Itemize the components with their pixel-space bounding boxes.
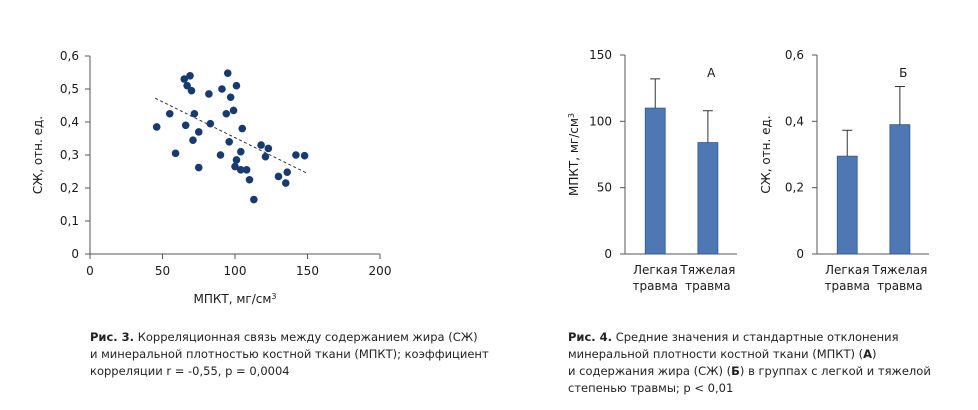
scatter-point — [232, 81, 241, 90]
bar-a-category-label: Легкая — [633, 263, 678, 277]
scatter-point — [264, 144, 273, 153]
scatter-x-tick-label: 0 — [86, 264, 94, 278]
fig4-label: Рис. 4. — [568, 330, 613, 344]
bar-a-y-tick-label: 50 — [597, 181, 612, 195]
scatter-point — [194, 128, 203, 136]
scatter-y-axis-label: СЖ, отн. ед. — [31, 116, 45, 194]
scatter-point — [257, 141, 265, 149]
scatter-y-tick-label: 0,1 — [60, 214, 79, 228]
bar-a-category-label: Тяжелая — [679, 263, 735, 277]
bar-b-category-label: Тяжелая — [871, 263, 927, 277]
figure-4-caption: Рис. 4. Средние значения и стандартные о… — [568, 329, 931, 397]
bar-a-y-axis-label-sup: 3 — [567, 113, 576, 118]
scatter-point — [205, 90, 213, 98]
scatter-point — [180, 75, 189, 83]
scatter-point — [237, 147, 245, 156]
scatter-point — [238, 124, 247, 133]
bar-b-panel-label: Б — [899, 66, 907, 80]
scatter-point — [152, 123, 161, 131]
scatter-point — [242, 166, 251, 174]
scatter-point — [186, 72, 194, 80]
scatter-point — [274, 172, 283, 181]
scatter-point — [226, 93, 235, 102]
scatter-x-tick-label: 50 — [155, 264, 170, 278]
bar-a-panel-label: А — [707, 66, 716, 80]
bar-a-y-axis-label: МПКТ, мг/см3 — [567, 113, 582, 196]
bar-a-y-tick-label: 0 — [604, 247, 612, 261]
fig4-line-4: степенью травмы; p < 0,01 — [568, 381, 734, 395]
scatter-point — [165, 109, 174, 118]
scatter-y-tick-label: 0,5 — [60, 82, 79, 96]
bar-a-category-label: травма — [633, 279, 678, 293]
fig4-line-2c: ) — [872, 347, 877, 361]
scatter-point — [229, 106, 238, 115]
scatter-point — [261, 152, 270, 161]
fig3-line-1: Корреляционная связь между содержанием ж… — [134, 330, 478, 344]
scatter-x-tick-label: 100 — [224, 264, 247, 278]
scatter-point — [300, 151, 309, 160]
scatter-y-tick-label: 0,4 — [60, 115, 79, 129]
bar-b-y-tick-label: 0,2 — [785, 181, 804, 195]
fig4-line-1: Средние значения и стандартные отклонени… — [612, 330, 899, 344]
scatter-y-tick-label: 0,6 — [60, 49, 79, 63]
scatter-point — [222, 109, 231, 118]
scatter-point — [194, 163, 203, 172]
scatter-x-axis-label-sup: 3 — [271, 292, 276, 301]
scatter-point — [218, 85, 226, 93]
scatter-point — [232, 156, 241, 164]
bar-b-bar — [889, 124, 911, 255]
scatter-point — [189, 136, 197, 144]
scatter-point — [250, 195, 258, 204]
fig4-line-3b: Б — [731, 364, 740, 378]
scatter-point — [216, 151, 225, 159]
bar-b-y-axis-label: СЖ, отн. ед. — [759, 115, 773, 193]
scatter-point — [223, 69, 232, 77]
bar-a-category-label: травма — [685, 279, 730, 293]
fig3-label: Рис. 3. — [90, 330, 135, 344]
fig3-line-3: корреляции r = -0,55, p = 0,0004 — [90, 364, 290, 378]
scatter-point — [245, 175, 254, 184]
scatter-point — [206, 119, 215, 128]
fig3-line-2: и минеральной плотностью костной ткани (… — [90, 347, 489, 361]
scatter-point — [283, 168, 292, 176]
scatter-point — [237, 166, 245, 174]
fig4-line-2b: А — [863, 347, 873, 361]
bar-b-category-label: Легкая — [825, 263, 870, 277]
bar-chart-a: 050100150ЛегкаятравмаТяжелаятравмаАМПКТ,… — [567, 48, 737, 293]
scatter-point — [281, 179, 290, 187]
scatter-point — [181, 121, 190, 130]
scatter-point — [231, 162, 239, 171]
scatter-point — [190, 109, 199, 118]
fig4-line-3c: ) в группах с легкой и тяжелой — [739, 364, 931, 378]
bar-b-category-label: травма — [877, 279, 922, 293]
scatter-point — [225, 138, 233, 146]
fig4-line-3a: и содержания жира (СЖ) ( — [568, 364, 732, 378]
scatter-point — [171, 149, 180, 158]
scatter-y-tick-label: 0,2 — [60, 181, 79, 195]
fig4-line-2a: минеральной плотности костной ткани (МПК… — [568, 347, 864, 361]
bar-a-bar — [697, 142, 719, 255]
bar-b-y-tick-label: 0,4 — [785, 114, 804, 128]
scatter-x-tick-label: 150 — [296, 264, 319, 278]
scatter-y-tick-label: 0,3 — [60, 148, 79, 162]
scatter-point — [187, 86, 196, 95]
scatter-x-axis-label: МПКТ, мг/см3 — [194, 292, 277, 307]
scatter-x-tick-label: 200 — [369, 264, 392, 278]
bar-chart-b: 00,20,40,6ЛегкаятравмаТяжелаятравмаБСЖ, … — [759, 48, 929, 293]
bar-b-y-tick-label: 0 — [796, 247, 804, 261]
scatter-point — [183, 81, 191, 90]
bar-b-bar — [836, 155, 858, 255]
bar-a-y-tick-label: 150 — [589, 48, 612, 62]
bar-a-bar — [644, 107, 666, 255]
scatter-trendline — [155, 97, 308, 174]
scatter-chart: 0 0,1 0,2 0,3 0,4 0,5 0,6 0 50 100 150 200 МПКТ, мг/… — [31, 49, 391, 306]
bar-a-y-tick-label: 100 — [589, 114, 612, 128]
bar-b-category-label: травма — [825, 279, 870, 293]
scatter-point — [292, 151, 300, 159]
figure-3-caption: Рис. 3. Корреляционная связь между содер… — [90, 329, 489, 380]
bar-b-y-tick-label: 0,6 — [785, 48, 804, 62]
scatter-y-tick-label: 0 — [71, 247, 79, 261]
